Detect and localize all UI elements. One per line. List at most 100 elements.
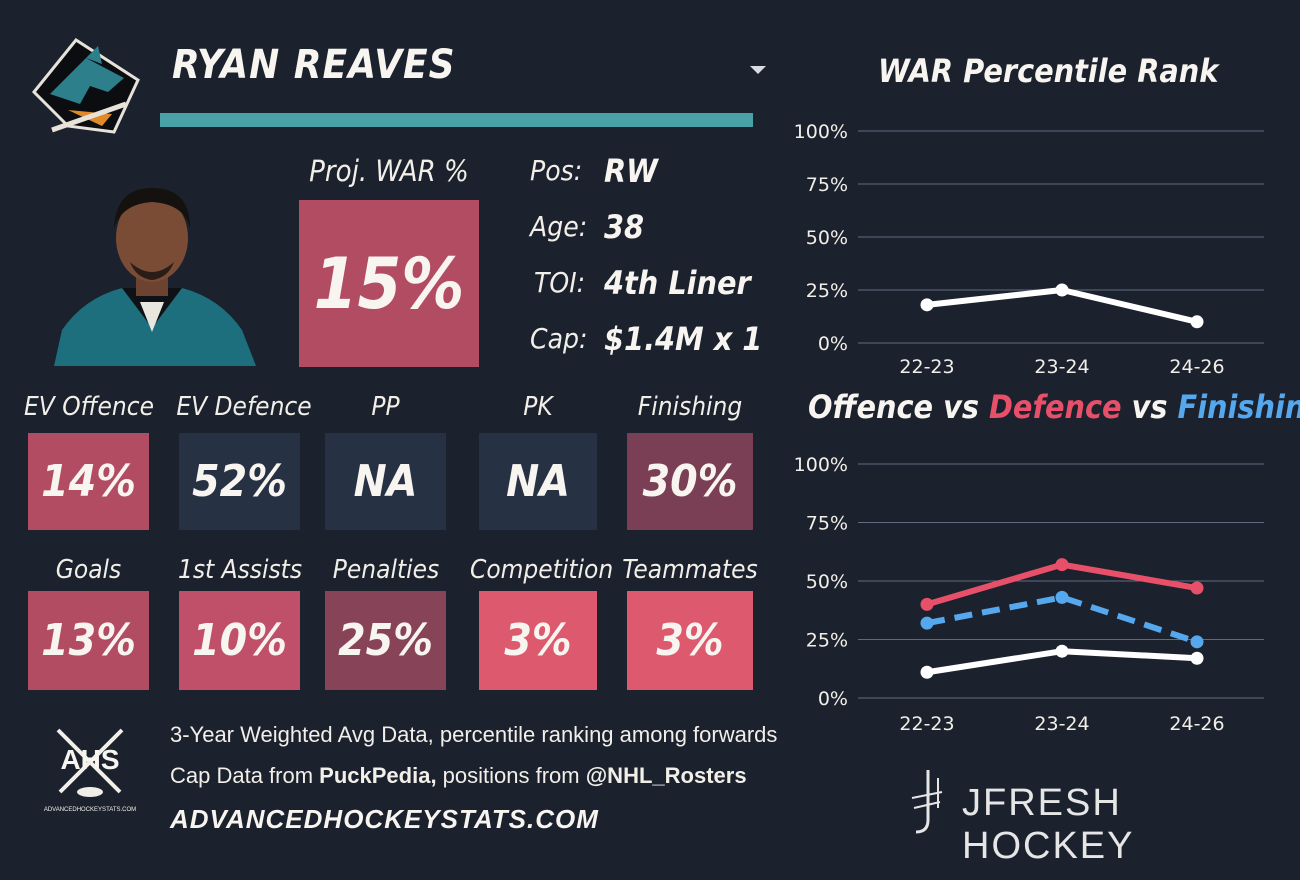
metric-value: 3% <box>656 615 724 666</box>
data-point-offence <box>1055 644 1069 658</box>
data-point-defence <box>1055 558 1069 572</box>
info-value: 38 <box>604 208 645 246</box>
player-name: RYAN REAVES <box>172 42 456 88</box>
data-point <box>1190 315 1204 329</box>
metric-label: Teammates <box>622 555 758 585</box>
info-key: Age: <box>530 210 588 243</box>
chart-2-title: Offence vs Defence vs Finishing <box>808 388 1300 426</box>
series-line-finishing <box>926 594 1198 645</box>
metric-value: NA <box>353 456 418 507</box>
y-tick-label: 100% <box>794 454 848 476</box>
player-dropdown-icon[interactable] <box>750 66 766 74</box>
metric-tile-ev-defence: 52% <box>179 433 300 530</box>
metric-label: Competition <box>470 555 614 585</box>
data-point-offence <box>1190 651 1204 665</box>
proj-war-tile: 15% <box>299 200 479 367</box>
metric-value: 52% <box>192 456 287 507</box>
site-url[interactable]: ADVANCEDHOCKEYSTATS.COM <box>170 804 599 834</box>
metric-value: 13% <box>41 615 136 666</box>
proj-war-value: 15% <box>313 242 465 325</box>
metric-tile-1st-assists: 10% <box>179 591 300 690</box>
data-point-finishing <box>1055 590 1069 604</box>
info-row-cap: Cap: $1.4M x 1 <box>520 320 780 360</box>
metric-value: 25% <box>338 615 433 666</box>
player-photo <box>44 182 260 366</box>
info-value: RW <box>604 152 658 190</box>
ahs-logo-subtext: ADVANCEDHOCKEYSTATS.COM <box>43 807 137 813</box>
info-value: 4th Liner <box>604 264 751 302</box>
metric-label: EV Offence <box>24 392 154 422</box>
chart-1-title: WAR Percentile Rank <box>878 52 1219 90</box>
x-tick-label: 24-26 <box>1169 713 1224 735</box>
info-row-age: Age: 38 <box>520 208 780 248</box>
metric-tile-pk: NA <box>479 433 597 530</box>
team-logo <box>28 34 150 138</box>
metric-tile-ev-offence: 14% <box>28 433 149 530</box>
crossed-sticks-icon <box>56 728 124 797</box>
info-key: Cap: <box>530 322 588 355</box>
metric-value: 3% <box>504 615 572 666</box>
x-tick-label: 23-24 <box>1034 356 1089 378</box>
y-tick-label: 25% <box>806 280 848 302</box>
metric-tile-goals: 13% <box>28 591 149 690</box>
x-tick-label: 22-23 <box>899 713 954 735</box>
metric-tile-competition: 3% <box>479 591 597 690</box>
chart-2-title-offence: Offence <box>808 388 934 426</box>
info-row-toi: TOI: 4th Liner <box>520 264 780 304</box>
data-point <box>920 298 934 312</box>
metric-label: PK <box>523 392 553 422</box>
metric-value: 10% <box>192 615 287 666</box>
footer-note-2: Cap Data from PuckPedia, positions from … <box>170 763 747 789</box>
metric-value: 14% <box>41 456 136 507</box>
metric-tile-penalties: 25% <box>325 591 446 690</box>
chart-2-title-defence: Defence <box>989 388 1122 426</box>
puckpedia-link[interactable]: PuckPedia, <box>319 763 437 788</box>
data-point-defence <box>920 597 934 611</box>
info-key: TOI: <box>534 266 586 299</box>
data-point <box>1055 283 1069 297</box>
y-tick-label: 75% <box>806 174 848 196</box>
footer-note-2-mid: positions from <box>436 763 586 788</box>
y-tick-label: 0% <box>818 688 848 710</box>
metric-label: PP <box>371 392 400 422</box>
data-point-offence <box>920 665 934 679</box>
title-underline <box>160 113 753 127</box>
y-tick-label: 25% <box>806 630 848 652</box>
nhl-rosters-link[interactable]: @NHL_Rosters <box>585 763 747 788</box>
metric-value: NA <box>506 456 570 507</box>
metric-label: EV Defence <box>176 392 312 422</box>
footer-note-2-pre: Cap Data from <box>170 763 320 788</box>
info-value: $1.4M x 1 <box>604 320 763 358</box>
metric-label: Goals <box>55 555 122 585</box>
metric-label: Finishing <box>637 392 743 422</box>
x-tick-label: 22-23 <box>899 356 954 378</box>
proj-war-label: Proj. WAR % <box>309 154 469 188</box>
metric-value: 30% <box>642 456 738 507</box>
info-row-pos: Pos: RW <box>520 152 780 192</box>
chart-2-title-vs-1: vs <box>933 388 989 426</box>
data-point-finishing <box>1190 635 1204 649</box>
x-tick-label: 24-26 <box>1169 356 1224 378</box>
y-tick-label: 50% <box>806 227 848 249</box>
metric-label: 1st Assists <box>177 555 303 585</box>
metric-tile-pp: NA <box>325 433 446 530</box>
jfresh-mark-icon <box>911 770 943 834</box>
y-tick-label: 75% <box>806 513 848 535</box>
war-percentile-chart: 100% 75% 50% 25% 0% 22-23 23-24 24-26 <box>794 121 1264 378</box>
x-tick-label: 23-24 <box>1034 713 1089 735</box>
info-key: Pos: <box>530 154 583 187</box>
player-portrait-icon <box>54 188 256 366</box>
chart-2-title-finishing: Finishing <box>1177 388 1300 426</box>
metric-label: Penalties <box>332 555 440 585</box>
ahs-logo-text: AHS <box>60 744 120 775</box>
data-point-defence <box>1190 581 1204 595</box>
y-tick-label: 100% <box>794 121 848 143</box>
metric-tile-teammates: 3% <box>627 591 753 690</box>
shark-logo-icon <box>31 38 140 134</box>
jfresh-logo <box>908 768 944 836</box>
metric-tile-finishing: 30% <box>627 433 753 530</box>
brand-name: JFRESH HOCKEY <box>962 782 1135 867</box>
offence-defence-finishing-chart: 100% 75% 50% 25% 0% 22-23 23-24 24-26 <box>794 454 1264 735</box>
y-tick-label: 50% <box>806 571 848 593</box>
data-point-finishing <box>920 616 934 630</box>
